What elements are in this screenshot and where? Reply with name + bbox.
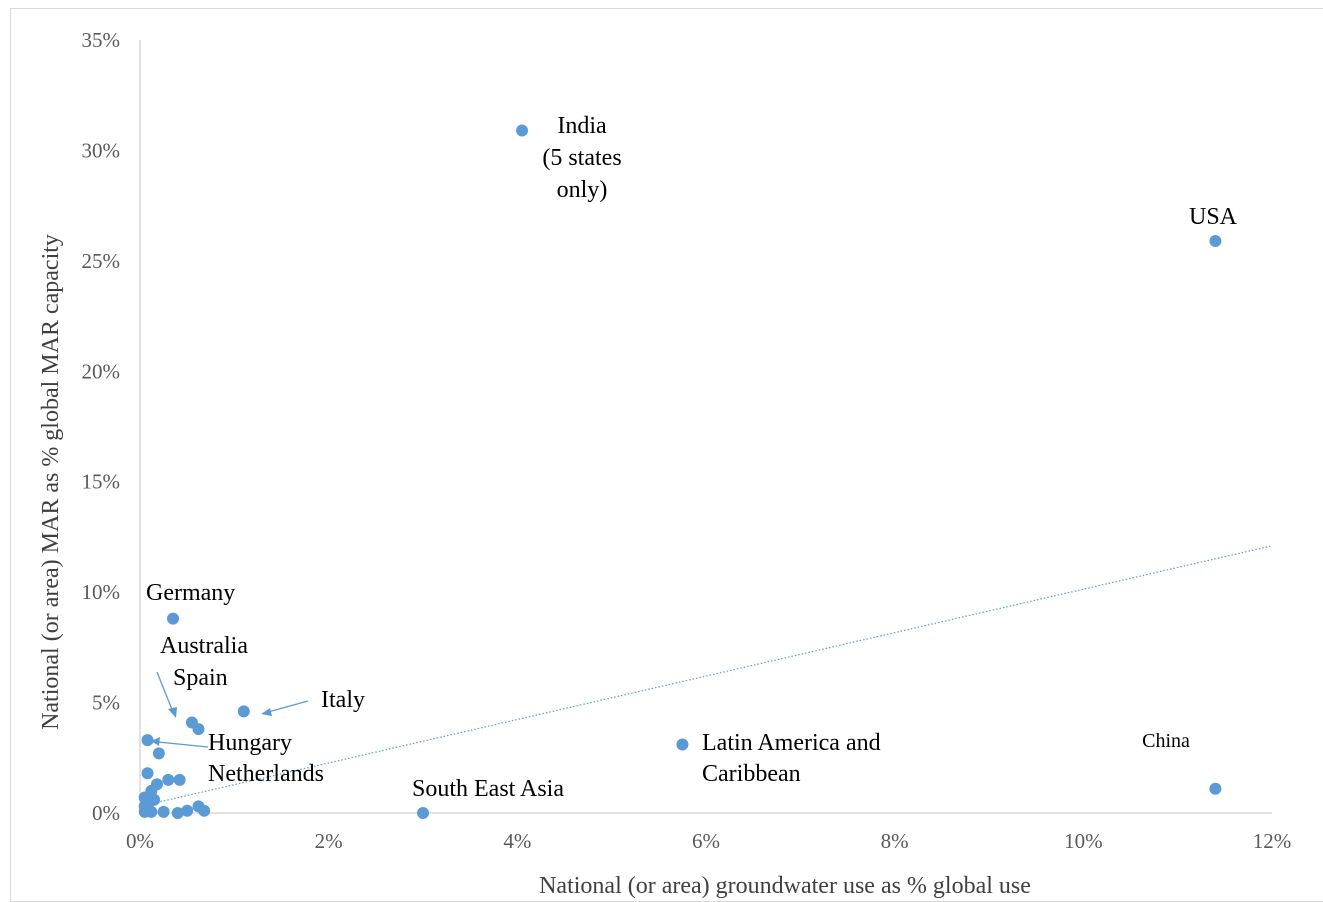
data-point [167, 612, 180, 625]
annotation-india-line2: (5 states [542, 145, 621, 171]
x-tick-label: 0% [126, 829, 154, 853]
annotation-south-east-asia: South East Asia [412, 776, 564, 802]
annotation-australia: Australia [160, 633, 248, 659]
y-tick-label: 25% [82, 249, 121, 273]
x-tick-label: 6% [692, 829, 720, 853]
data-point [152, 747, 165, 760]
y-tick-label: 0% [92, 801, 120, 825]
x-tick-label: 4% [503, 829, 531, 853]
arrowhead-italy [261, 708, 272, 716]
annotation-hungary: Hungary [208, 730, 292, 756]
arrow-italy [267, 700, 309, 713]
x-axis-label: National (or area) groundwater use as % … [539, 873, 1031, 899]
annotation-india-line3: only) [557, 177, 608, 203]
y-tick-labels: 0% 5% 10% 15% 20% 25% 30% 35% [82, 28, 121, 825]
data-point [192, 723, 205, 736]
y-tick-label: 5% [92, 691, 120, 715]
data-point [162, 773, 175, 786]
data-point [676, 738, 689, 751]
y-axis-label: National (or area) MAR as % global MAR c… [38, 234, 64, 730]
annotation-india-line1: India [557, 113, 607, 139]
data-point [181, 804, 194, 817]
data-point [516, 124, 529, 137]
arrowhead-hungary [151, 737, 160, 746]
data-point [157, 805, 170, 818]
data-point [417, 807, 429, 819]
x-tick-label: 12% [1253, 829, 1292, 853]
data-point [145, 805, 158, 818]
x-tick-label: 8% [881, 829, 909, 853]
arrowhead-australia-spain [168, 707, 177, 718]
arrow-hungary [157, 741, 209, 748]
annotations: India (5 states only) USA China Germany … [146, 113, 1238, 802]
data-points [138, 124, 1222, 819]
data-point [171, 807, 184, 819]
x-tick-label: 2% [315, 829, 343, 853]
data-point [1209, 234, 1222, 247]
annotation-usa: USA [1189, 204, 1238, 230]
data-point [173, 773, 186, 786]
data-point [141, 767, 154, 780]
y-tick-label: 20% [82, 359, 121, 383]
annotation-italy: Italy [321, 687, 365, 713]
trendline [139, 545, 1273, 807]
data-point [141, 734, 154, 747]
annotation-china: China [1142, 730, 1190, 752]
data-point [1209, 782, 1222, 795]
axes [139, 40, 1272, 814]
y-tick-label: 10% [82, 580, 121, 604]
annotation-spain: Spain [173, 665, 228, 691]
annotation-netherlands: Netherlands [208, 761, 324, 787]
x-tick-label: 10% [1064, 829, 1103, 853]
y-tick-label: 30% [82, 138, 121, 162]
annotation-germany: Germany [146, 580, 235, 606]
data-point [237, 705, 250, 718]
y-tick-label: 15% [82, 470, 121, 494]
annotation-latam-line1: Latin America and [702, 730, 881, 756]
y-tick-label: 35% [82, 28, 121, 52]
data-point [198, 804, 211, 817]
chart-frame [10, 8, 1323, 902]
arrow-australia-spain [156, 671, 174, 713]
annotation-latam-line2: Caribbean [702, 761, 801, 787]
x-tick-labels: 0% 2% 4% 6% 8% 10% 12% [126, 829, 1291, 853]
